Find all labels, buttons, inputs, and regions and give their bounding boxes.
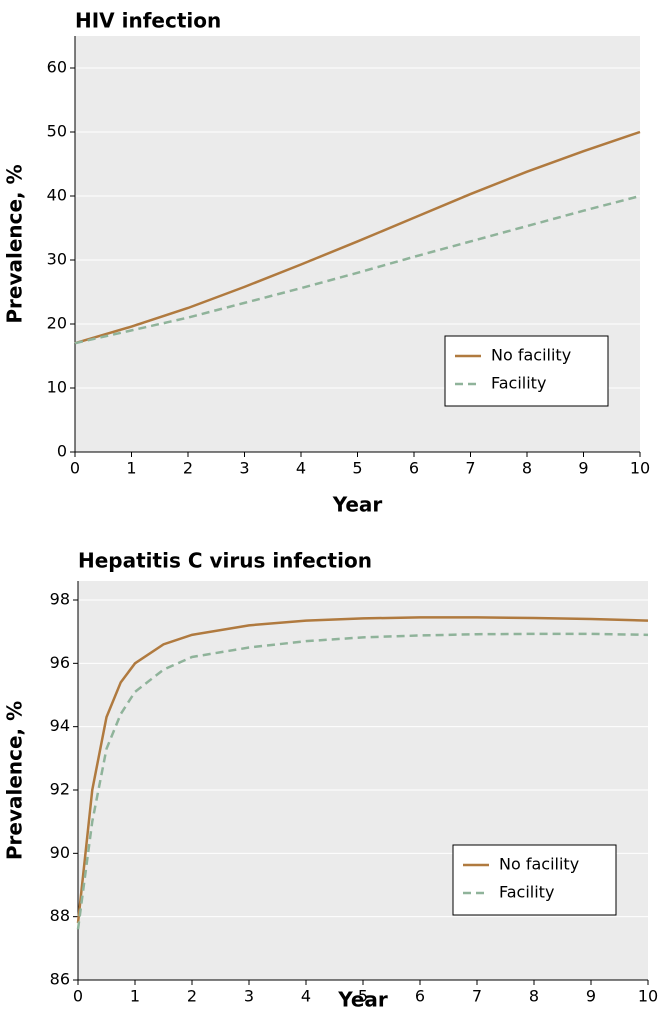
legend-box (452, 844, 617, 916)
y-tick-label: 10 (47, 378, 67, 397)
y-tick-label: 90 (50, 843, 70, 862)
x-tick-label: 0 (73, 987, 83, 1006)
x-tick-label: 9 (586, 987, 596, 1006)
data-line (76, 616, 649, 924)
legend-label: Facility (491, 374, 546, 393)
x-axis-label: Year (332, 493, 383, 517)
y-tick-label: 30 (47, 250, 67, 269)
y-tick-label: 88 (50, 906, 70, 925)
x-tick-label: 7 (465, 459, 475, 478)
y-tick-label: 50 (47, 122, 67, 141)
x-tick-label: 2 (183, 459, 193, 478)
y-tick-label: 60 (47, 58, 67, 77)
y-tick-label: 0 (57, 442, 67, 461)
data-line (76, 632, 649, 930)
y-tick-label: 96 (50, 653, 70, 672)
y-axis-label: Prevalence, % (3, 701, 27, 860)
legend-box (444, 335, 609, 407)
x-tick-label: 10 (630, 459, 650, 478)
x-tick-label: 4 (296, 459, 306, 478)
legend-label: No facility (491, 346, 571, 365)
x-tick-label: 8 (529, 987, 539, 1006)
x-axis-label: Year (337, 988, 388, 1012)
x-tick-label: 3 (244, 987, 254, 1006)
legend-label: Facility (499, 883, 554, 902)
x-tick-label: 6 (409, 459, 419, 478)
x-tick-label: 0 (70, 459, 80, 478)
y-tick-label: 86 (50, 970, 70, 989)
y-tick-label: 20 (47, 314, 67, 333)
x-tick-label: 1 (130, 987, 140, 1006)
chart-title: Hepatitis C virus infection (78, 549, 372, 573)
x-tick-label: 3 (239, 459, 249, 478)
x-tick-label: 5 (358, 987, 368, 1006)
y-tick-label: 98 (50, 590, 70, 609)
x-tick-label: 2 (187, 987, 197, 1006)
x-tick-label: 10 (638, 987, 658, 1006)
x-tick-label: 5 (352, 459, 362, 478)
data-line (74, 194, 641, 345)
chart-title: HIV infection (75, 9, 221, 33)
x-tick-label: 4 (301, 987, 311, 1006)
x-tick-label: 1 (126, 459, 136, 478)
x-tick-label: 8 (522, 459, 532, 478)
x-tick-label: 9 (578, 459, 588, 478)
plot-area (78, 581, 648, 980)
y-tick-label: 92 (50, 780, 70, 799)
y-axis-label: Prevalence, % (3, 164, 27, 323)
y-tick-label: 40 (47, 186, 67, 205)
x-tick-label: 7 (472, 987, 482, 1006)
legend-label: No facility (499, 855, 579, 874)
data-line (74, 130, 641, 345)
y-tick-label: 94 (50, 716, 70, 735)
x-tick-label: 6 (415, 987, 425, 1006)
